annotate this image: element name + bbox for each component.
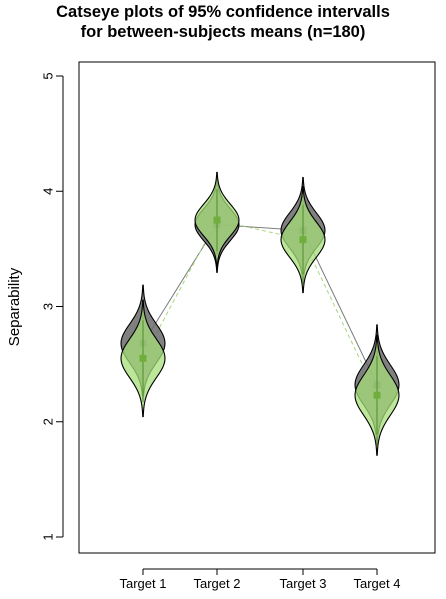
y-axis: 1 2 3 4 5	[41, 72, 64, 541]
chart-title: Catseye plots of 95% confidence interval…	[0, 2, 446, 42]
plot-frame	[78, 61, 436, 554]
y-tick-label-5: 5	[41, 72, 56, 79]
x-axis: Target 1 Target 2 Target 3 Target 4	[120, 568, 401, 591]
mean-point-series-2-target-1	[139, 354, 147, 362]
mean-lines	[142, 219, 378, 396]
mean-line-series-1	[142, 224, 378, 386]
y-tick-label-3: 3	[41, 303, 56, 310]
chart-title-line-1: Catseye plots of 95% confidence interval…	[56, 3, 390, 21]
y-tick-label-4: 4	[41, 188, 56, 195]
mean-line-series-2	[142, 219, 378, 396]
x-tick-label-2: Target 2	[194, 576, 241, 591]
y-axis-label: Separability	[6, 267, 23, 346]
catseye-marks	[120, 171, 400, 456]
x-tick-label-3: Target 3	[280, 576, 327, 591]
y-tick-label-1: 1	[41, 533, 56, 540]
x-tick-label-4: Target 4	[354, 576, 401, 591]
chart-title-line-2: for between-subjects means (n=180)	[80, 23, 366, 41]
y-tick-label-2: 2	[41, 418, 56, 425]
mean-point-series-2-target-2	[213, 216, 221, 224]
x-tick-label-1: Target 1	[120, 576, 167, 591]
mean-point-series-2-target-4	[373, 391, 381, 399]
mean-point-series-2-target-3	[299, 236, 307, 244]
